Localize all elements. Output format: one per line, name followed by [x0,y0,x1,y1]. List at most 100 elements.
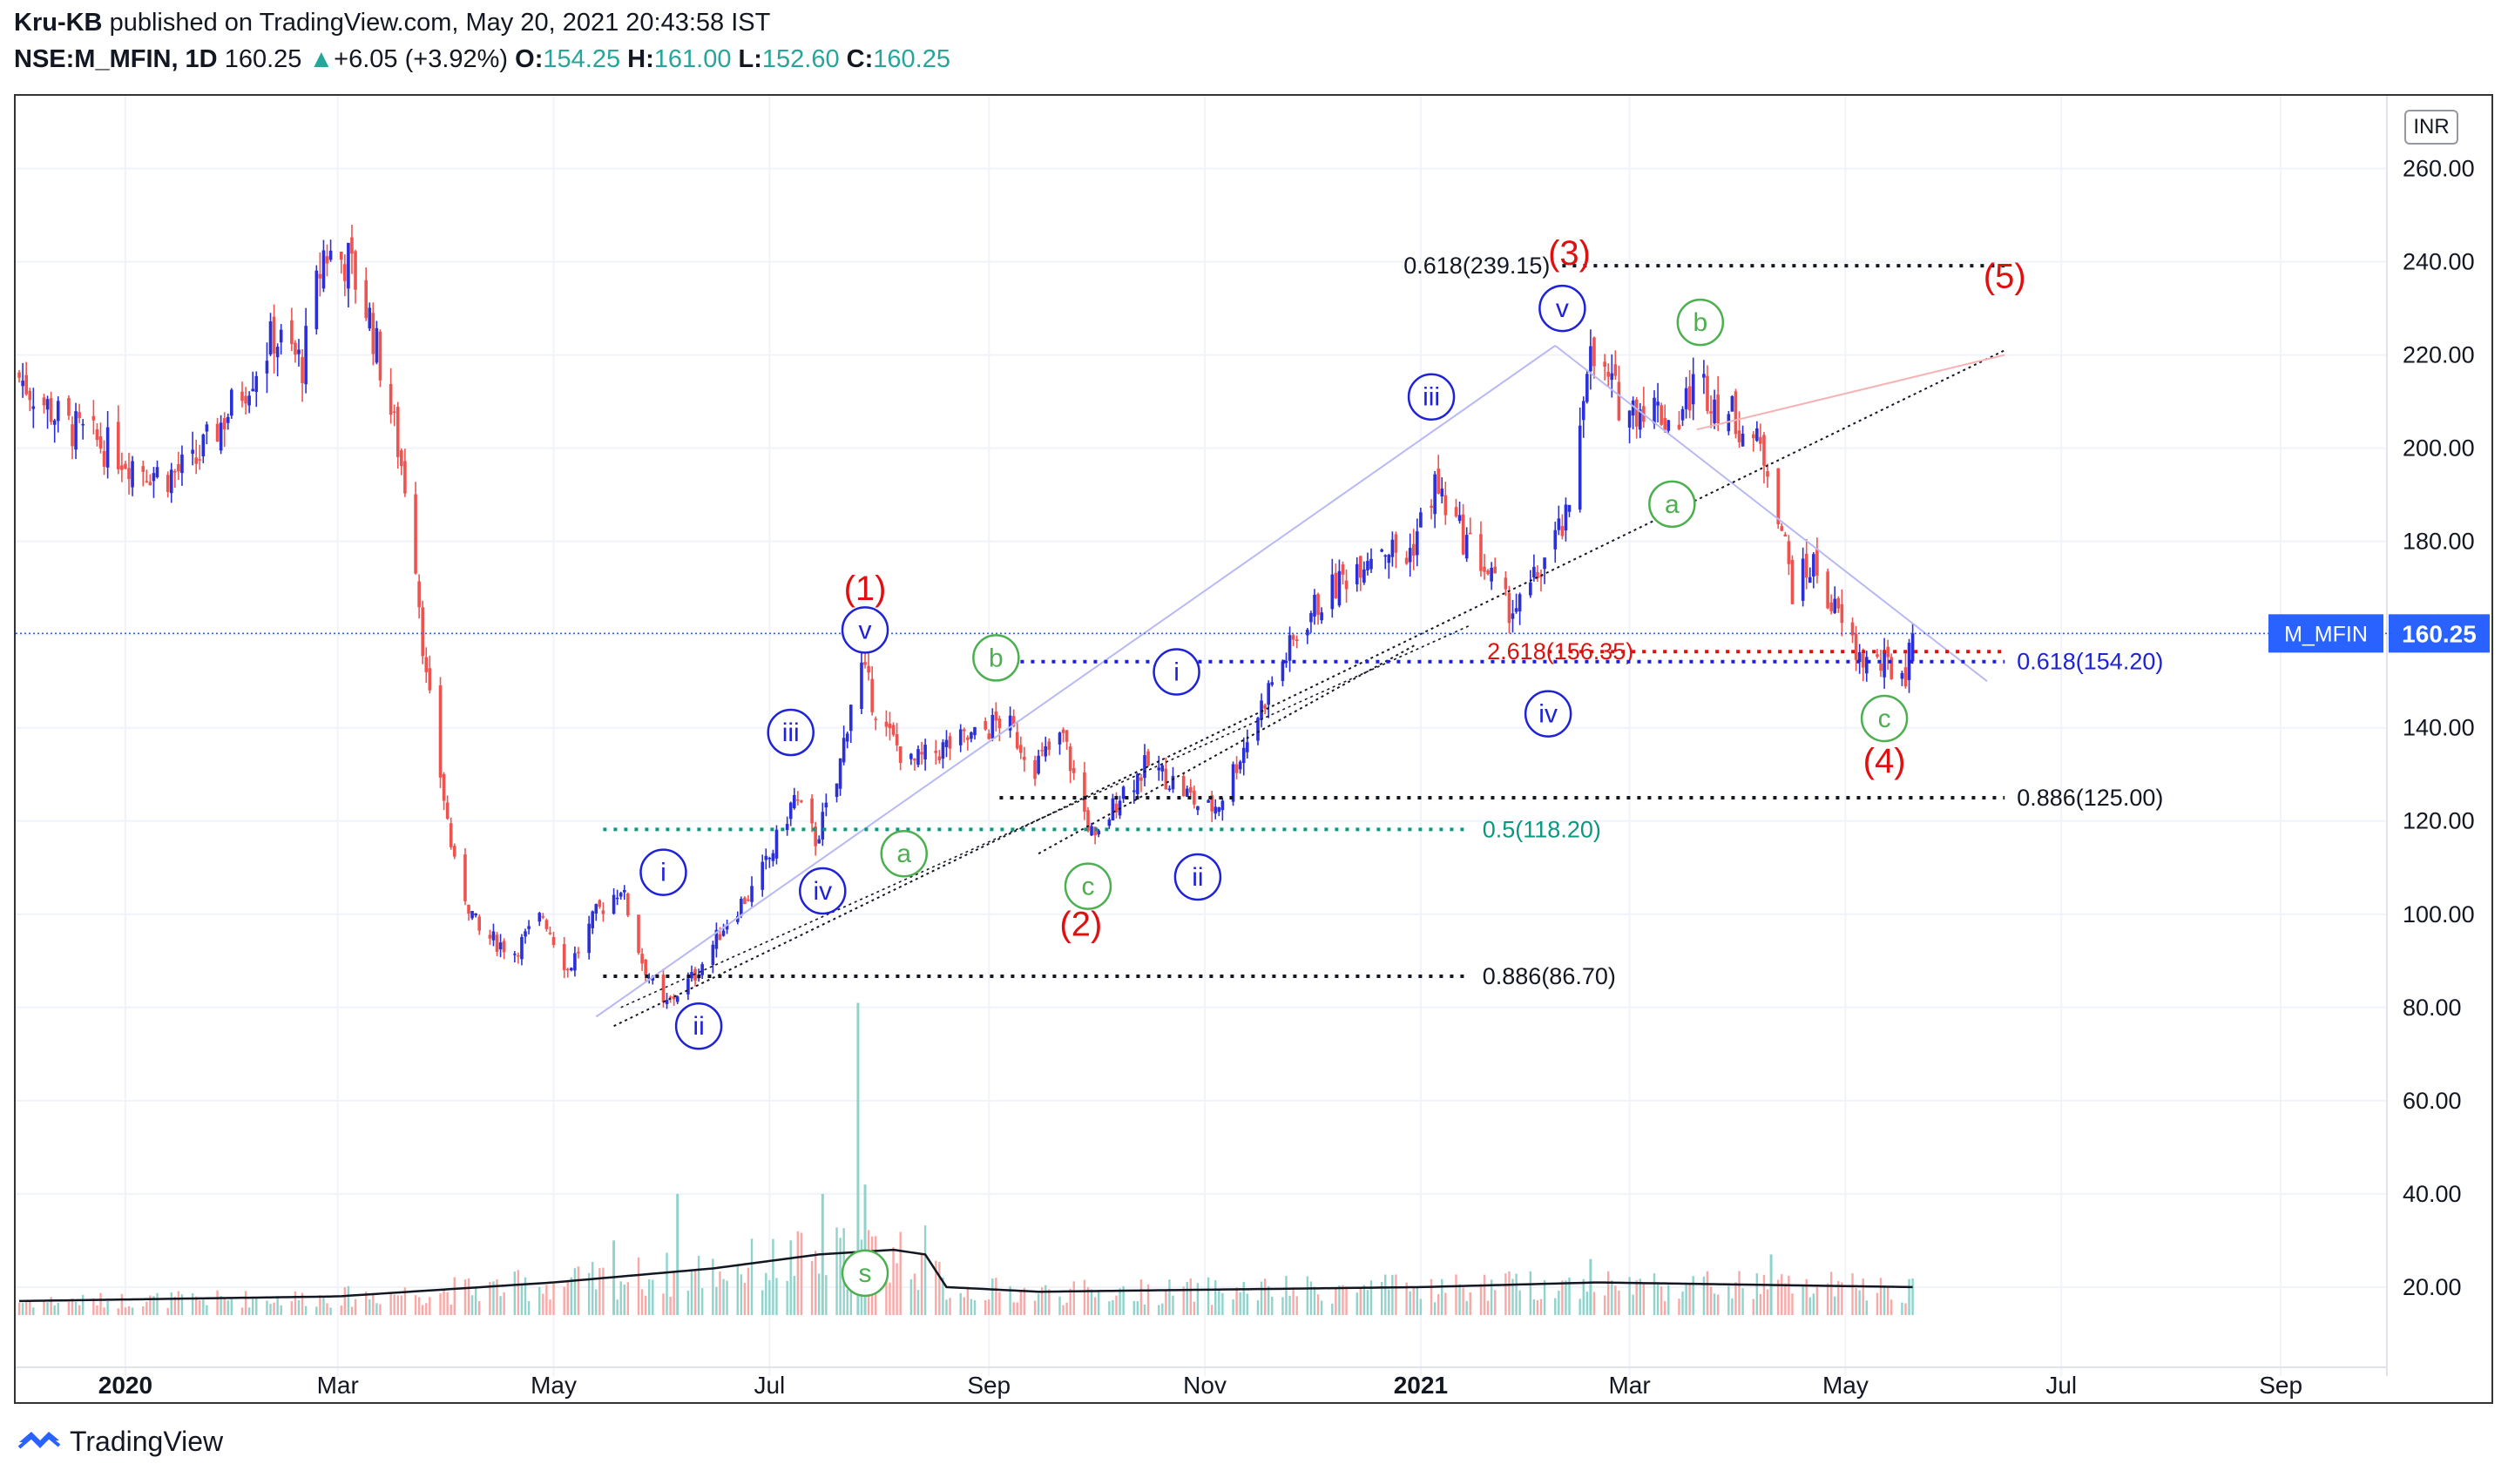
candle-body [1876,654,1879,658]
candle-body [152,473,156,482]
candle-body [1241,747,1246,764]
candle-body [1766,471,1769,477]
candle-body [1313,594,1316,617]
wave-circle [1064,862,1112,910]
wave-label: (1) [844,570,887,608]
fib-level-label: 0.886(125.00) [2017,785,2163,811]
candle-body [1479,534,1483,571]
candle-body [1284,660,1288,664]
price-chart[interactable]: 20.00 40.00 60.00 80.00 100.00 120.00 140.00 16… [16,96,2491,1402]
candle-body [1058,732,1062,745]
candle-body [520,936,524,960]
candle-body [1295,639,1299,642]
symbol-title[interactable]: NSE:M_MFIN, 1D [14,45,218,73]
candle-body [1430,505,1433,508]
wave-circle [841,1249,889,1298]
candle-body [937,756,942,761]
candle-body [626,893,630,916]
candle-body [761,861,765,890]
candle-body [513,954,517,955]
candle-body [909,753,913,759]
wave-label: b [1693,308,1707,337]
open-value: 154.25 [543,45,621,73]
candle-body [1411,543,1416,556]
candle-body [491,931,496,941]
candle-body [594,904,598,914]
change-up-icon: ▲ [308,45,335,73]
candle-body [1306,630,1309,636]
wave-label: iii [782,718,800,747]
low-value: 152.60 [761,45,840,73]
candle-body [474,913,477,916]
wave-label: c [1878,705,1891,733]
wave-label: iv [813,877,832,906]
candle-body [838,758,842,789]
candle-body [898,746,902,763]
candle-body [1557,518,1561,530]
candle-body [913,759,916,761]
candle-body [870,678,874,712]
candle-body [867,665,870,673]
candle-body [1780,526,1784,531]
x-tick-label: Nov [1183,1372,1227,1399]
candle-body [1883,651,1886,678]
x-tick-label: 2020 [98,1372,152,1399]
y-tick-label: 240.00 [2403,249,2475,275]
candle-body [1833,598,1837,613]
candle-body [1146,751,1150,766]
candle-body [747,899,750,901]
wave-label: a [896,840,911,868]
candle-body [1132,790,1136,793]
candle-body [1416,531,1419,556]
tradingview-logo-icon[interactable] [17,1428,61,1454]
candle-body [1068,746,1072,772]
x-tick-label: May [1822,1372,1869,1399]
candle-body [1617,381,1621,421]
publish-line: Kru-KB published on TradingView.com, May… [14,9,770,37]
candle-body [389,383,393,415]
candle-body [428,668,432,691]
chart-frame[interactable]: 20.00 40.00 60.00 80.00 100.00 120.00 140.00 16… [14,94,2493,1404]
wave-circle [1860,694,1909,743]
candle-body [226,416,230,423]
candle-body [1193,790,1196,805]
candle-body [1464,535,1469,559]
candle-body [240,391,244,401]
candle-body [517,954,520,957]
candle-body [1387,555,1391,563]
candle-body [537,913,542,922]
wave-label: i [1173,658,1180,686]
candle-body [449,823,453,847]
candle-body [31,406,36,409]
currency-button[interactable]: INR [2404,110,2458,145]
candle-body [1440,489,1444,496]
candle-body [644,959,647,975]
candle-body [205,424,209,432]
candle-body [1210,795,1213,812]
candle-body [1390,539,1395,557]
candle-body [1189,786,1193,793]
price-tag-label: 160.25 [2402,620,2477,647]
candle-body [1256,718,1260,741]
candle-body [375,327,379,363]
candle-body [1857,651,1862,663]
candle-body [445,802,450,820]
author-name[interactable]: Kru-KB [14,9,103,37]
trend-line [595,345,1556,1018]
candle-body [767,857,772,860]
candle-body [771,853,775,861]
trend-line [613,349,2005,1028]
x-tick-label: May [531,1372,577,1399]
candle-body [105,427,110,468]
candle-body [1019,745,1023,753]
x-tick-label: Mar [1608,1372,1650,1399]
candle-body [1677,424,1681,429]
close-label: C: [846,45,874,73]
y-tick-label: 60.00 [2403,1088,2462,1114]
symbol-line: NSE:M_MFIN, 1D 160.25 ▲+6.05 (+3.92%) O:… [14,45,950,74]
tradingview-brand[interactable]: TradingView [70,1425,224,1457]
candle-body [796,799,800,801]
wave-circle [1524,690,1572,738]
fib-level-label: 0.618(154.20) [2017,649,2163,675]
candle-body [1713,399,1716,423]
